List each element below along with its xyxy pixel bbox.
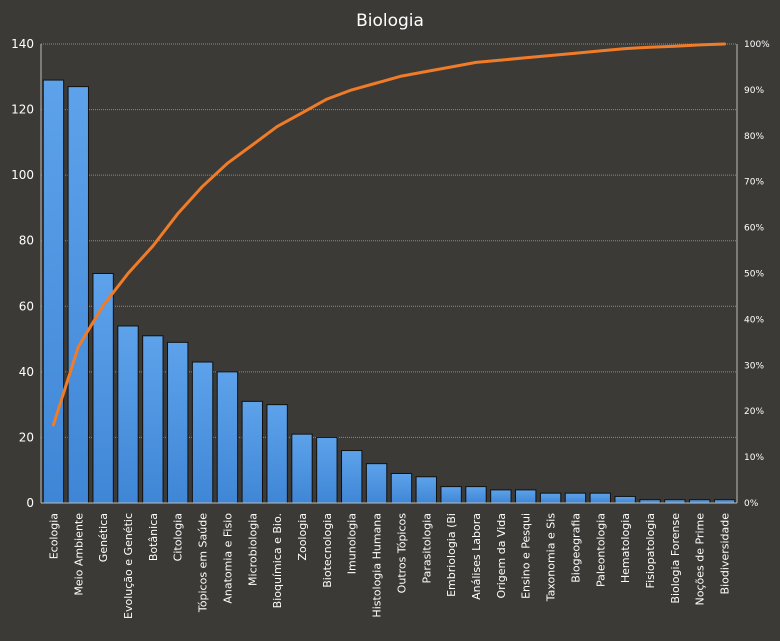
bar — [390, 472, 413, 504]
bar — [241, 400, 263, 504]
x-tick-label: Histologia Humana — [371, 513, 384, 618]
bar — [589, 492, 611, 504]
bars — [42, 79, 736, 504]
y-tick-label: 60 — [19, 299, 34, 313]
y-tick-label: 140 — [11, 37, 34, 51]
y-tick-label: 120 — [11, 103, 34, 117]
x-tick-label: Biologia Forense — [669, 513, 682, 604]
bar — [490, 489, 512, 504]
x-tick-label: Meio Ambiente — [72, 513, 85, 596]
bar — [564, 492, 587, 504]
x-tick-label: Ecologia — [47, 513, 60, 559]
x-tick-label: Fisiopatologia — [644, 513, 657, 588]
bar — [415, 476, 437, 504]
bar — [266, 404, 288, 504]
x-tick-label: Biogeografia — [569, 513, 582, 583]
y2-tick-label: 60% — [744, 224, 764, 234]
x-tick-label: Origem da Vida — [495, 513, 508, 598]
x-tick-label: Biotecnologia — [321, 513, 334, 588]
bar — [614, 495, 636, 504]
y2-tick-label: 80% — [744, 132, 764, 142]
y2-tick-label: 90% — [744, 86, 764, 96]
y-tick-label: 40 — [19, 365, 34, 379]
bar — [67, 86, 89, 504]
y2-tick-label: 0% — [744, 499, 759, 509]
y2-tick-label: 70% — [744, 178, 764, 188]
y2-tick-label: 40% — [744, 315, 764, 325]
bar — [117, 325, 139, 504]
bar — [341, 450, 363, 504]
bar — [142, 335, 164, 504]
y-tick-label: 0 — [26, 496, 34, 510]
y2-tick-label: 10% — [744, 453, 764, 463]
y-tick-label: 100 — [11, 168, 34, 182]
x-tick-label: Tópicos em Saúde — [197, 513, 210, 613]
y2-tick-label: 20% — [744, 407, 764, 417]
x-tick-label: Embriologia (Bi — [445, 513, 458, 597]
bar — [440, 486, 462, 504]
y-tick-label: 80 — [19, 234, 34, 248]
x-tick-label: Taxonomia e Sis — [545, 513, 558, 603]
bar — [216, 371, 239, 504]
y2-axis: 0% 10% 20% 30% 40% 50% 60% 70% 80% 90% 100% — [736, 40, 770, 509]
cumulative-line — [51, 42, 727, 427]
x-tick-label: Microbiologia — [246, 513, 259, 586]
x-tick-label: Anatomia e Fisio — [221, 513, 234, 604]
x-tick-label: Noções de Prime — [694, 513, 707, 606]
bar — [42, 79, 65, 504]
x-tick-label: Genética — [97, 513, 110, 562]
x-tick-label: Paleontologia — [594, 513, 607, 587]
x-tick-label: Parasitologia — [420, 513, 433, 584]
bar — [465, 486, 487, 504]
x-tick-label: Citologia — [172, 513, 185, 561]
y-tick-label: 20 — [19, 430, 34, 444]
x-tick-label: Biodiversidade — [719, 513, 732, 595]
bar — [191, 361, 214, 504]
x-tick-label: Evolução e Genétic — [122, 513, 135, 619]
bar — [515, 489, 537, 504]
x-tick-label: Bioquímica e Bio. — [271, 513, 284, 608]
x-tick-label: Outros Tópicos — [395, 513, 408, 594]
y2-tick-label: 100% — [744, 40, 770, 50]
y-axis: 0 20 40 60 80 100 120 140 — [11, 37, 42, 510]
chart-title: Biologia — [356, 11, 424, 31]
x-axis: Ecologia Meio Ambiente Genética Evolução e … — [41, 502, 737, 619]
bar — [365, 463, 388, 504]
x-tick-label: Hematologia — [619, 513, 632, 583]
bar — [539, 492, 562, 504]
bar — [167, 341, 189, 504]
bar — [291, 433, 313, 504]
y2-tick-label: 30% — [744, 361, 764, 371]
y2-tick-label: 50% — [744, 270, 764, 280]
bar — [316, 436, 338, 504]
x-tick-label: Zoologia — [296, 513, 309, 561]
x-tick-label: Ensino e Pesqui — [520, 513, 533, 599]
x-tick-label: Imunologia — [346, 513, 359, 574]
x-tick-label: Análises Labora — [470, 513, 483, 600]
x-tick-label: Botânica — [147, 513, 160, 561]
